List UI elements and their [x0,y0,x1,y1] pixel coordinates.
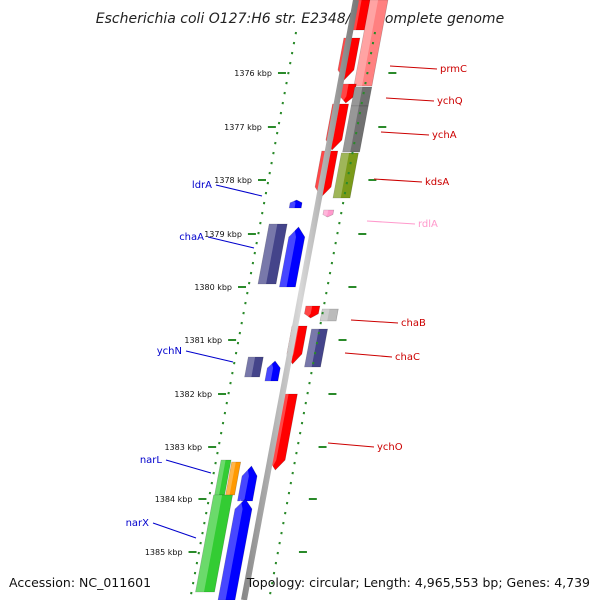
gene-label-narL: narL [140,455,163,466]
gene-leader-line [185,350,234,363]
gene-leader-line [366,220,416,225]
gene-leader-line [215,184,263,197]
gene-block-chaA-navy [257,223,288,285]
gene-label-ychN: ychN [157,346,182,357]
scale-tick-label: 1385 kbp [145,548,183,557]
gene-label-chaB: chaB [401,318,426,329]
gene-block-kdsA [332,152,359,199]
gene-leader-line [152,522,197,539]
gene-label-prmC: prmC [440,64,467,75]
gene-label-ychA: ychA [432,130,457,141]
scale-tick-label: 1377 kbp [224,123,262,132]
gene-block-orange [225,461,242,496]
gene-leader-line [165,459,212,474]
gene-leader-line [350,319,399,324]
scale-tick-label: 1380 kbp [194,283,232,292]
scale-tick-label: 1376 kbp [234,69,272,78]
gene-block-chaB-tip [304,305,321,319]
gene-leader-line [373,178,423,183]
scale-tick-label: 1384 kbp [155,495,193,504]
gene-leader-line [389,65,438,70]
scale-tick-label: 1379 kbp [204,230,242,239]
gene-leader-line [380,131,430,136]
scale-tick-label: 1382 kbp [174,390,212,399]
gene-block-prmC [353,0,389,87]
gene-block-ychN-navy [244,356,264,378]
annotation-layer: ldrA chaA ychN narL narX prmC ychQ ychA kdsA rdlA… [126,64,467,539]
gene-label-ychQ: ychQ [437,96,463,107]
gene-block-gray [342,105,369,153]
scale-tick-label: 1381 kbp [184,336,222,345]
gene-block-rdlA [322,209,335,218]
gene-label-narX: narX [126,518,150,529]
right-tick-track [269,31,377,595]
tick-tracks: 1376 kbp 1377 kbp 1378 kbp 1379 kbp 1380 kbp… [145,31,397,595]
gene-block-blue [237,465,258,502]
gene-block-chaA [279,226,306,288]
gene-label-ychO: ychO [377,442,403,453]
gene-block-chaB [319,308,339,322]
gene-block-navy [304,328,328,368]
gene-leader-line [344,352,393,358]
gene-leader-line [207,236,255,249]
gene-label-chaC: chaC [395,352,420,363]
gene-label-ldrA: ldrA [192,180,212,191]
gene-label-chaA: chaA [179,232,204,243]
genome-backbone [241,0,359,600]
gene-block-ychN [264,360,281,382]
map-title: Escherichia coli O127:H6 str. E2348/69, … [96,11,504,27]
gene-leader-line [385,97,435,102]
gene-label-rdlA: rdlA [418,219,438,230]
gene-block-ldrA [288,199,303,209]
scale-tick-label: 1383 kbp [164,443,202,452]
accession-label: Accession: NC_011601 [9,575,151,590]
topology-label: Topology: circular; Length: 4,965,553 bp… [246,575,590,590]
gene-label-kdsA: kdsA [425,177,449,188]
gene-block-ychQ [350,86,373,107]
gene-block-narX-blue [217,498,253,600]
gene-layer [195,0,389,600]
scale-tick-label: 1378 kbp [214,176,252,185]
gene-block-narX [195,494,233,593]
gene-leader-line [327,442,375,448]
left-tick-track [190,31,298,595]
